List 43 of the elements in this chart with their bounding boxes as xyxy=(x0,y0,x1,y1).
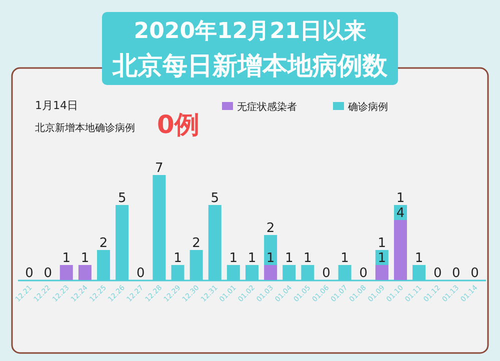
data-label: 1 xyxy=(248,251,256,266)
data-label: 1 xyxy=(62,251,71,266)
data-label: 0 xyxy=(322,266,330,281)
data-label: 5 xyxy=(210,191,220,206)
text: 0例 xyxy=(157,110,200,139)
data-label: 1 xyxy=(414,251,424,266)
legend-item: 确诊病例 xyxy=(333,102,388,113)
data-label: 1 xyxy=(378,251,386,266)
data-label: 0 xyxy=(25,266,34,281)
data-label: 4 xyxy=(396,206,405,221)
legend-label: 无症状感染者 xyxy=(237,101,297,113)
chart-subtitle: 北京每日新增本地病例数 xyxy=(112,51,388,80)
data-label: 1 xyxy=(340,251,349,266)
legend-item: 无症状感染者 xyxy=(222,102,297,113)
legend-label: 确诊病例 xyxy=(347,101,388,113)
bar xyxy=(78,265,92,280)
bar xyxy=(264,235,278,265)
data-label: 1 xyxy=(304,251,312,266)
data-label: 0 xyxy=(470,266,479,281)
data-label: 7 xyxy=(155,161,164,176)
data-label: 0 xyxy=(452,266,460,281)
data-label: 1 xyxy=(378,236,386,251)
data-label: 0 xyxy=(359,266,368,281)
bar xyxy=(375,265,388,280)
data-label: 2 xyxy=(266,221,275,236)
data-label: 1 xyxy=(229,251,238,266)
text: 北京新增本地确诊病例 xyxy=(35,122,135,134)
data-label: 2 xyxy=(99,236,108,251)
data-label: 1 xyxy=(174,251,182,266)
data-label: 2 xyxy=(192,236,200,251)
data-label: 1 xyxy=(80,251,90,266)
bar xyxy=(394,220,407,280)
bar xyxy=(60,265,73,280)
text: 1月14日 xyxy=(35,99,78,112)
data-label: 1 xyxy=(266,251,275,266)
data-label: 0 xyxy=(136,266,145,281)
data-label: 1 xyxy=(284,251,294,266)
data-label: 0 xyxy=(433,266,442,281)
chart-title: 2020年12月21日以来 xyxy=(134,19,366,44)
bar xyxy=(264,265,278,280)
data-label: 5 xyxy=(118,191,126,206)
data-label: 1 xyxy=(396,191,405,206)
data-label: 0 xyxy=(44,266,52,281)
